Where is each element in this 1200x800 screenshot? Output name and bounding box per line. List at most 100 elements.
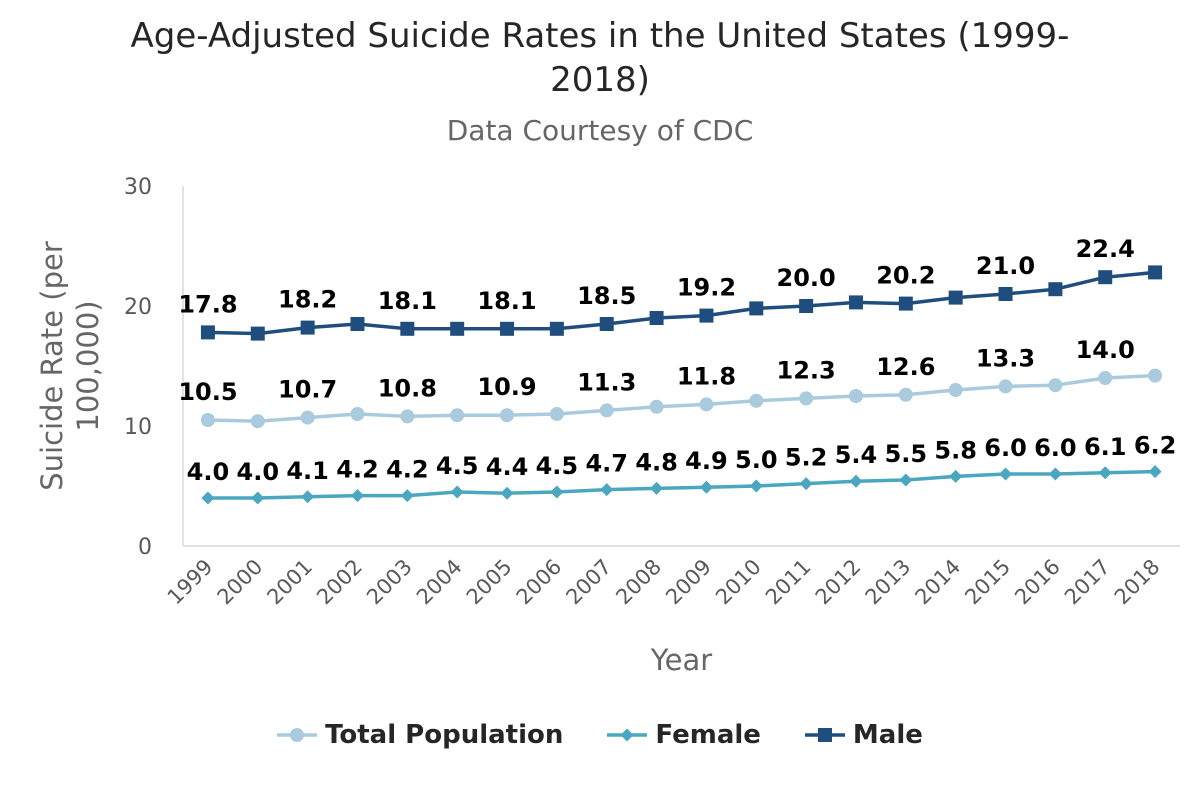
y-tick-label: 10 — [124, 415, 152, 440]
data-label-male: 18.5 — [577, 282, 636, 310]
legend-item-male: Male — [804, 720, 923, 750]
chart-subtitle: Data Courtesy of CDC — [446, 114, 754, 147]
data-label-male: 22.4 — [1076, 235, 1135, 263]
data-point-male — [200, 325, 215, 340]
legend-marker-female — [607, 728, 648, 742]
x-tick-label: 2013 — [861, 555, 916, 610]
series-line-male — [207, 270, 1156, 336]
x-tick-label: 2015 — [960, 555, 1015, 610]
data-label-male: 21.0 — [976, 252, 1035, 280]
data-point-female — [1098, 466, 1112, 480]
y-tick-label: 20 — [124, 295, 152, 320]
data-point-total-population — [200, 413, 215, 427]
data-label-female: 4.8 — [635, 448, 678, 476]
data-label-male: 17.8 — [178, 290, 237, 318]
x-tick-label: 2014 — [910, 555, 965, 610]
data-point-female — [999, 467, 1013, 481]
legend-marker-total-population — [277, 728, 318, 742]
data-point-total-population — [300, 410, 315, 425]
x-tick-label: 2001 — [262, 555, 317, 610]
data-label-male: 18.1 — [378, 287, 437, 315]
data-point-male — [350, 317, 365, 331]
data-point-total-population — [250, 414, 265, 429]
data-label-female: 5.0 — [735, 446, 778, 474]
data-point-total-population — [898, 387, 913, 402]
data-label-total-population: 14.0 — [1076, 336, 1135, 364]
data-point-total-population — [948, 383, 963, 397]
data-label-female: 4.0 — [187, 458, 230, 486]
data-point-male — [1048, 282, 1063, 297]
data-label-female: 4.1 — [286, 457, 329, 485]
data-point-male — [848, 295, 863, 310]
data-point-female — [550, 485, 564, 499]
x-tick-label: 1999 — [163, 555, 218, 610]
data-point-male — [1148, 265, 1163, 280]
legend-label: Total Population — [325, 720, 564, 750]
series-line-female — [207, 469, 1156, 500]
data-point-female — [1148, 465, 1162, 479]
data-point-total-population — [1048, 378, 1063, 393]
data-point-female — [301, 490, 315, 504]
data-point-total-population — [400, 409, 415, 424]
y-tick-label: 0 — [138, 535, 152, 560]
data-point-total-population — [649, 399, 664, 414]
data-label-female: 4.2 — [336, 456, 379, 484]
data-label-male: 18.1 — [477, 287, 536, 315]
x-tick-label: 2016 — [1010, 555, 1065, 610]
data-point-female — [699, 480, 713, 494]
x-tick-label: 2008 — [611, 555, 666, 610]
data-point-male — [300, 320, 315, 335]
y-tick-label: 30 — [124, 175, 152, 200]
data-label-female: 6.1 — [1084, 433, 1127, 461]
data-point-female — [201, 491, 215, 505]
data-point-female — [1048, 467, 1062, 481]
data-point-male — [898, 296, 913, 311]
data-label-total-population: 10.7 — [278, 376, 337, 404]
data-label-female: 4.7 — [585, 450, 628, 478]
data-point-male — [749, 301, 764, 316]
data-point-total-population — [450, 408, 465, 423]
data-point-total-population — [599, 403, 614, 418]
data-label-female: 5.4 — [835, 441, 878, 469]
legend-label: Male — [852, 720, 923, 750]
data-point-total-population — [799, 391, 814, 406]
legend-item-total-population: Total Population — [277, 720, 563, 750]
data-point-total-population — [749, 393, 764, 408]
data-label-total-population: 11.8 — [677, 362, 736, 390]
chart-legend: Total Population Female Male — [0, 720, 1200, 750]
data-point-total-population — [848, 389, 863, 403]
data-point-male — [649, 311, 664, 325]
data-point-male — [998, 287, 1013, 301]
data-point-female — [251, 491, 265, 505]
chart-title-text: Age-Adjusted Suicide Rates in the United… — [130, 16, 1070, 100]
x-tick-label: 2017 — [1060, 555, 1115, 610]
data-point-male — [599, 317, 614, 331]
data-point-total-population — [549, 407, 564, 421]
data-point-total-population — [1098, 371, 1113, 385]
data-point-female — [949, 469, 963, 483]
data-label-female: 4.2 — [386, 456, 429, 484]
data-label-male: 18.2 — [278, 286, 337, 314]
data-label-total-population: 10.9 — [477, 373, 536, 401]
data-point-male — [500, 321, 515, 336]
series-line-total-population — [207, 373, 1156, 423]
legend-item-female: Female — [607, 720, 761, 750]
data-label-female: 6.0 — [984, 434, 1027, 462]
data-label-total-population: 10.5 — [178, 378, 237, 406]
data-point-male — [400, 321, 415, 336]
data-point-female — [400, 489, 414, 503]
data-point-female — [899, 473, 913, 487]
data-point-total-population — [998, 379, 1013, 394]
data-point-female — [350, 489, 364, 503]
data-point-female — [849, 474, 863, 488]
data-point-female — [600, 483, 614, 497]
data-point-male — [250, 326, 265, 341]
data-point-male — [799, 299, 814, 313]
data-point-female — [749, 479, 763, 493]
data-label-female: 4.5 — [536, 452, 579, 480]
x-tick-label: 2006 — [512, 555, 567, 610]
data-label-female: 6.2 — [1134, 432, 1177, 460]
data-label-female: 6.0 — [1034, 434, 1077, 462]
data-label-male: 20.0 — [777, 264, 836, 292]
